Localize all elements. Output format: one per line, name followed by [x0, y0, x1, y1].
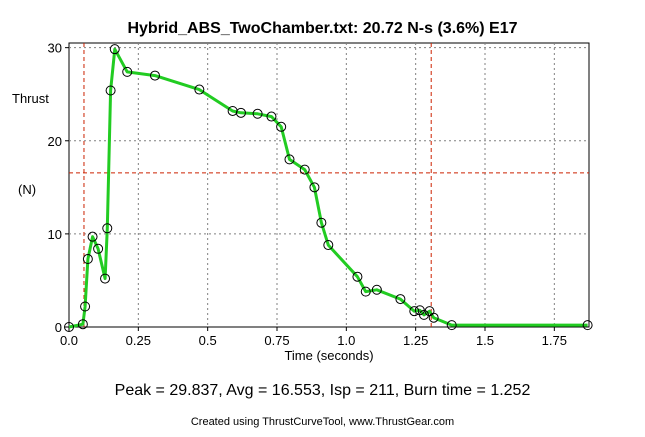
data-point-marker: [149, 70, 160, 81]
x-tick-label: 0.0: [60, 333, 78, 348]
x-axis-label: Time (seconds): [284, 348, 373, 363]
data-point-marker: [235, 107, 246, 118]
data-point-marker: [371, 284, 382, 295]
data-point-marker: [109, 44, 120, 55]
x-tick-label: 1.5: [476, 333, 494, 348]
data-point-marker: [77, 319, 88, 330]
data-point-marker: [316, 217, 327, 228]
x-tick-label: 1.25: [403, 333, 428, 348]
y-tick-label: 20: [48, 134, 62, 149]
data-point-marker: [446, 320, 457, 331]
x-tick-label: 1.75: [542, 333, 567, 348]
data-point-marker: [102, 223, 113, 234]
data-point-marker: [409, 306, 420, 317]
data-point-marker: [395, 294, 406, 305]
data-point-marker: [100, 273, 111, 284]
y-tick-label: 30: [48, 41, 62, 56]
x-tick-label: 1.0: [337, 333, 355, 348]
stats-summary: Peak = 29.837, Avg = 16.553, Isp = 211, …: [114, 382, 531, 399]
plot-frame: [68, 42, 590, 328]
data-point-marker: [309, 182, 320, 193]
data-point-marker: [284, 154, 295, 165]
credit-text: Created using ThrustCurveTool, www.Thrus…: [190, 416, 455, 428]
y-axis-label: Thrust: [12, 91, 49, 106]
data-point-marker: [252, 108, 263, 119]
x-tick-label: 0.25: [126, 333, 151, 348]
y-tick-label: 10: [48, 227, 62, 242]
data-point-marker: [418, 309, 429, 320]
y-axis-unit: (N): [18, 182, 37, 197]
y-tick-label: 0: [55, 320, 62, 335]
data-point-marker: [582, 320, 593, 331]
chart-title: Hybrid_ABS_TwoChamber.txt: 20.72 N-s (3.…: [127, 20, 518, 37]
data-point-marker: [428, 312, 439, 323]
data-point-marker: [276, 121, 287, 132]
x-tick-label: 0.5: [199, 333, 217, 348]
data-point-marker: [194, 84, 205, 95]
x-tick-label: 0.75: [264, 333, 289, 348]
data-point-marker: [93, 243, 104, 254]
data-point-marker: [122, 66, 133, 77]
data-point-marker: [266, 111, 277, 122]
data-point-marker: [352, 271, 363, 282]
data-point-marker: [323, 240, 334, 251]
data-point-marker: [105, 85, 116, 96]
thrust-series-line: [68, 47, 588, 329]
data-point-marker: [87, 231, 98, 242]
data-point-marker: [64, 322, 74, 332]
data-point-marker: [360, 286, 371, 297]
data-point-marker: [80, 301, 91, 312]
data-point-marker: [82, 254, 93, 265]
data-point-marker: [299, 164, 310, 175]
